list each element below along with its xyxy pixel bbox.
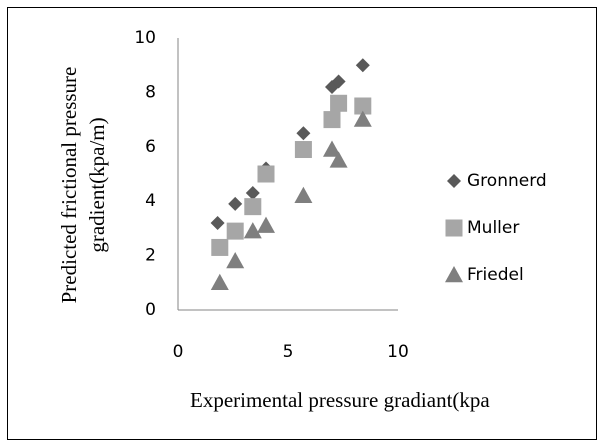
point bbox=[210, 273, 229, 290]
point bbox=[228, 196, 243, 211]
point bbox=[257, 216, 275, 233]
legend-label: Muller bbox=[467, 218, 519, 238]
x-tick-label: 10 bbox=[387, 342, 409, 362]
point bbox=[355, 58, 370, 73]
point bbox=[323, 111, 341, 129]
y-tick-label: 8 bbox=[145, 82, 156, 102]
x-axis-title: Experimental pressure gradiant(kpa bbox=[190, 388, 490, 412]
y-tick-label: 0 bbox=[145, 300, 156, 320]
point bbox=[353, 110, 372, 127]
y-tick-label: 4 bbox=[145, 191, 156, 211]
chart-border bbox=[7, 7, 597, 440]
point bbox=[257, 165, 275, 183]
y-tick-label: 10 bbox=[134, 28, 156, 48]
legend-marker bbox=[447, 174, 461, 188]
point bbox=[226, 222, 244, 240]
point bbox=[294, 141, 312, 159]
point bbox=[243, 222, 262, 239]
point bbox=[331, 74, 346, 89]
y-axis-title: gradient(kpa/m) bbox=[85, 117, 109, 252]
legend-label: Friedel bbox=[467, 265, 524, 285]
legend-marker bbox=[445, 266, 463, 283]
y-tick-label: 6 bbox=[145, 137, 156, 157]
point bbox=[294, 186, 313, 203]
point bbox=[245, 186, 260, 201]
legend-marker bbox=[445, 219, 463, 237]
y-axis-title: Predicted frictional pressure bbox=[57, 67, 81, 304]
point bbox=[330, 94, 348, 112]
point bbox=[226, 252, 245, 269]
x-tick-label: 5 bbox=[283, 342, 294, 362]
point bbox=[296, 126, 311, 141]
point bbox=[354, 97, 372, 115]
point bbox=[329, 151, 348, 168]
legend-label: Gronnerd bbox=[467, 171, 547, 191]
y-tick-label: 2 bbox=[145, 246, 156, 266]
point bbox=[211, 238, 229, 256]
x-tick-label: 0 bbox=[173, 342, 184, 362]
point bbox=[210, 215, 225, 230]
point bbox=[244, 198, 262, 216]
point bbox=[323, 140, 341, 157]
